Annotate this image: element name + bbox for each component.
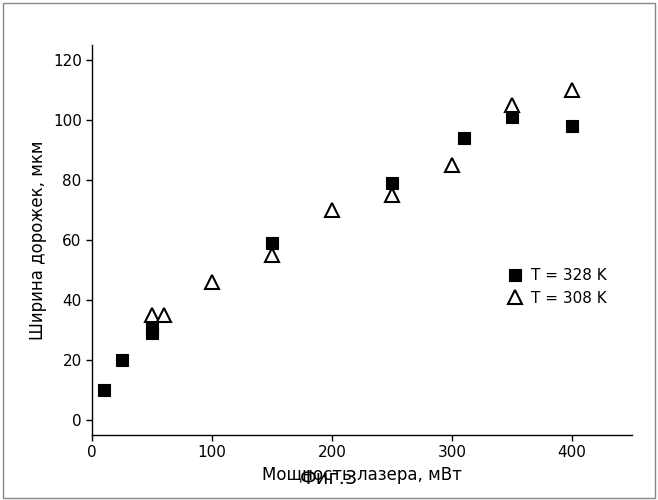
- T = 308 K: [208, 279, 216, 285]
- T = 328 K: [388, 180, 396, 186]
- T = 328 K: [508, 114, 516, 120]
- T = 308 K: [268, 252, 276, 258]
- T = 308 K: [160, 312, 168, 318]
- T = 308 K: [148, 312, 156, 318]
- T = 328 K: [118, 357, 126, 363]
- T = 328 K: [568, 123, 576, 129]
- T = 308 K: [568, 87, 576, 93]
- X-axis label: Мощность лазера, мВт: Мощность лазера, мВт: [262, 466, 462, 484]
- T = 328 K: [148, 324, 156, 330]
- T = 308 K: [388, 192, 396, 198]
- T = 328 K: [100, 387, 108, 393]
- T = 308 K: [508, 102, 516, 108]
- Y-axis label: Ширина дорожек, мкм: Ширина дорожек, мкм: [29, 140, 47, 340]
- Line: T = 328 K: T = 328 K: [99, 112, 577, 396]
- Text: Фиг.3: Фиг.3: [300, 468, 358, 487]
- Legend: T = 328 K, T = 308 K: T = 328 K, T = 308 K: [501, 262, 613, 312]
- T = 328 K: [268, 240, 276, 246]
- T = 308 K: [448, 162, 456, 168]
- T = 328 K: [148, 330, 156, 336]
- T = 308 K: [328, 207, 336, 213]
- T = 328 K: [460, 135, 468, 141]
- Line: T = 308 K: T = 308 K: [145, 83, 578, 322]
